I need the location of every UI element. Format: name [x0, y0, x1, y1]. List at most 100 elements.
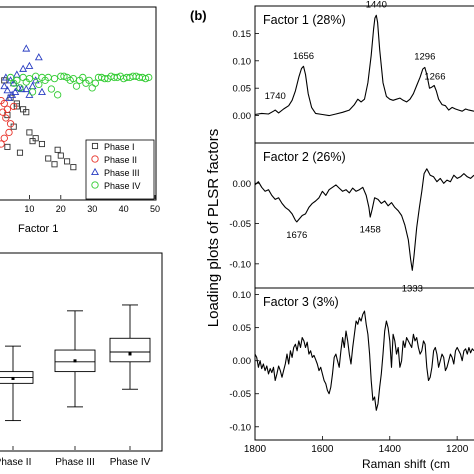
spectrum-y-tick-label: -0.05: [229, 219, 251, 230]
spectrum-y-tick-label: 0.10: [233, 56, 252, 67]
scatter-points: [0, 44, 153, 171]
scatter-point-phase-iii: [12, 70, 21, 78]
spectra-x-axis-label-text: Raman shift: [362, 457, 427, 471]
spectrum-title: Factor 1 (28%): [263, 13, 346, 27]
boxplot-frame: [0, 252, 163, 452]
scatter-point-phase-i: [16, 149, 24, 156]
spectrum-peak-label: 1333: [402, 283, 423, 294]
scatter-point-phase-iv: [50, 74, 59, 83]
spectrum-y-tick-label: -0.10: [229, 259, 251, 270]
scatter-x-tick-label: 30: [87, 204, 97, 214]
spectrum-line: [254, 168, 474, 271]
spectra-x-axis-unit: (cm: [430, 457, 450, 471]
scatter-point-phase-ii: [6, 120, 15, 128]
box-mean: [11, 376, 15, 380]
spectra-x-axis-label: Raman shift (cm: [362, 457, 450, 471]
boxplot-boxes: [0, 304, 151, 422]
scatter-point-phase-iv: [54, 91, 62, 99]
scatter-point-phase-iii: [3, 86, 12, 94]
spectra-panel: 0.15 0.10 0.05 0.00 Factor 1 (28%) 1440 1656 12…: [229, 0, 474, 441]
scatter-point-phase-iii: [19, 64, 28, 72]
legend-label-phase-i: Phase I: [104, 142, 135, 152]
spectrum-line: [254, 310, 474, 411]
scatter-point-phase-ii: [0, 134, 8, 142]
box-category-label: Phase IV: [110, 457, 151, 468]
scatter-point-phase-iv: [72, 82, 81, 90]
scatter-point-phase-iv: [16, 84, 24, 92]
scatter-point-phase-iv: [28, 88, 37, 96]
scatter-frame: [0, 6, 157, 201]
scatter-point-phase-ii: [3, 105, 12, 113]
scatter-point-phase-iii: [11, 87, 20, 95]
scatter-x-axis-label: Factor 1: [18, 223, 58, 235]
scatter-x-tick-label: 40: [119, 204, 129, 214]
scatter-x-tick-label: 10: [24, 204, 34, 214]
scatter-point-phase-iii: [0, 82, 9, 90]
spectrum-peak-label: 1440: [366, 0, 387, 11]
scatter-point-phase-i: [29, 138, 36, 145]
spectrum-y-tick-label: 0.05: [233, 323, 252, 334]
scatter-point-phase-iv: [60, 72, 68, 80]
scatter-point-phase-iv: [10, 79, 18, 87]
scatter-point-phase-iv: [35, 80, 43, 89]
box-iqr: [54, 349, 96, 373]
spectrum-y-tick-label: -0.05: [229, 389, 251, 400]
scatter-point-phase-i: [13, 103, 20, 110]
spectra-x-tick-label: 1600: [311, 444, 334, 455]
spectrum-peak-label: 1296: [414, 52, 435, 63]
spectrum-y-tick-label: 0.05: [233, 84, 252, 95]
spectrum-y-tick-label: 0.00: [233, 179, 252, 190]
spectra-x-tick-label: 1200: [446, 444, 469, 455]
spectrum-frame: [254, 287, 474, 441]
scatter-point-phase-iii: [37, 87, 46, 95]
box-iqr: [109, 337, 151, 363]
scatter-x-tick-label: 50: [150, 204, 160, 214]
legend-marker-phase-i: [91, 142, 99, 150]
spectrum-y-tick-label: 0.00: [233, 356, 252, 367]
box-mean: [73, 359, 77, 363]
scatter-point-phase-i: [23, 109, 30, 116]
box-mean: [128, 352, 132, 356]
scatter-point-phase-ii: [0, 140, 5, 148]
spectrum-peak-label: 1266: [424, 71, 445, 82]
boxplot-panel: Phase II Phase III Phase IV: [0, 252, 163, 468]
legend-marker-phase-iv: [91, 181, 99, 189]
scatter-point-phase-i: [70, 164, 77, 171]
scatter-point-phase-iv: [47, 85, 56, 93]
scatter-point-phase-iv: [101, 74, 109, 83]
boxplot-categories: Phase II Phase III Phase IV: [0, 446, 151, 468]
spectrum-peak-label: 1740: [265, 91, 286, 102]
legend-label-phase-iii: Phase III: [104, 168, 140, 178]
spectrum-frame: [254, 142, 474, 289]
scatter-point-phase-iv: [88, 84, 96, 92]
scatter-point-phase-ii: [2, 114, 10, 122]
spectrum-title: Factor 3 (3%): [263, 295, 339, 309]
spectrum-title: Factor 2 (26%): [263, 150, 346, 164]
scatter-point-phase-i: [57, 152, 64, 159]
spectrum-peak-label: 1656: [293, 51, 314, 62]
scatter-point-phase-ii: [5, 128, 13, 137]
spectra-x-tick-label: 1400: [379, 444, 402, 455]
scatter-point-phase-ii: [0, 108, 7, 116]
scatter-point-phase-i: [45, 155, 52, 162]
scatter-point-phase-iii: [22, 44, 31, 52]
legend-label-phase-iv: Phase IV: [104, 181, 141, 191]
scatter-point-phase-iv: [19, 73, 27, 82]
scatter-point-phase-iv: [145, 73, 153, 82]
spectrum-peak-label: 1676: [286, 230, 307, 241]
scatter-legend: Phase I Phase II Phase III Phase IV: [85, 139, 155, 200]
scatter-point-phase-i: [4, 143, 11, 150]
scatter-point-phase-i: [51, 161, 58, 168]
spectrum-peak-label: 1458: [360, 225, 381, 236]
spectra-x-tick-label: 1800: [244, 444, 267, 455]
legend-items: Phase I Phase II Phase III Phase IV: [91, 142, 141, 191]
scatter-point-phase-i: [38, 140, 46, 148]
legend-marker-phase-iii: [91, 167, 99, 176]
scatter-point-phase-iii: [22, 84, 31, 93]
scatter-legend-box: [85, 139, 155, 200]
scatter-x-tick-label: 20: [56, 204, 66, 214]
scatter-point-phase-i: [54, 146, 61, 153]
scatter-point-phase-iii: [28, 82, 37, 90]
